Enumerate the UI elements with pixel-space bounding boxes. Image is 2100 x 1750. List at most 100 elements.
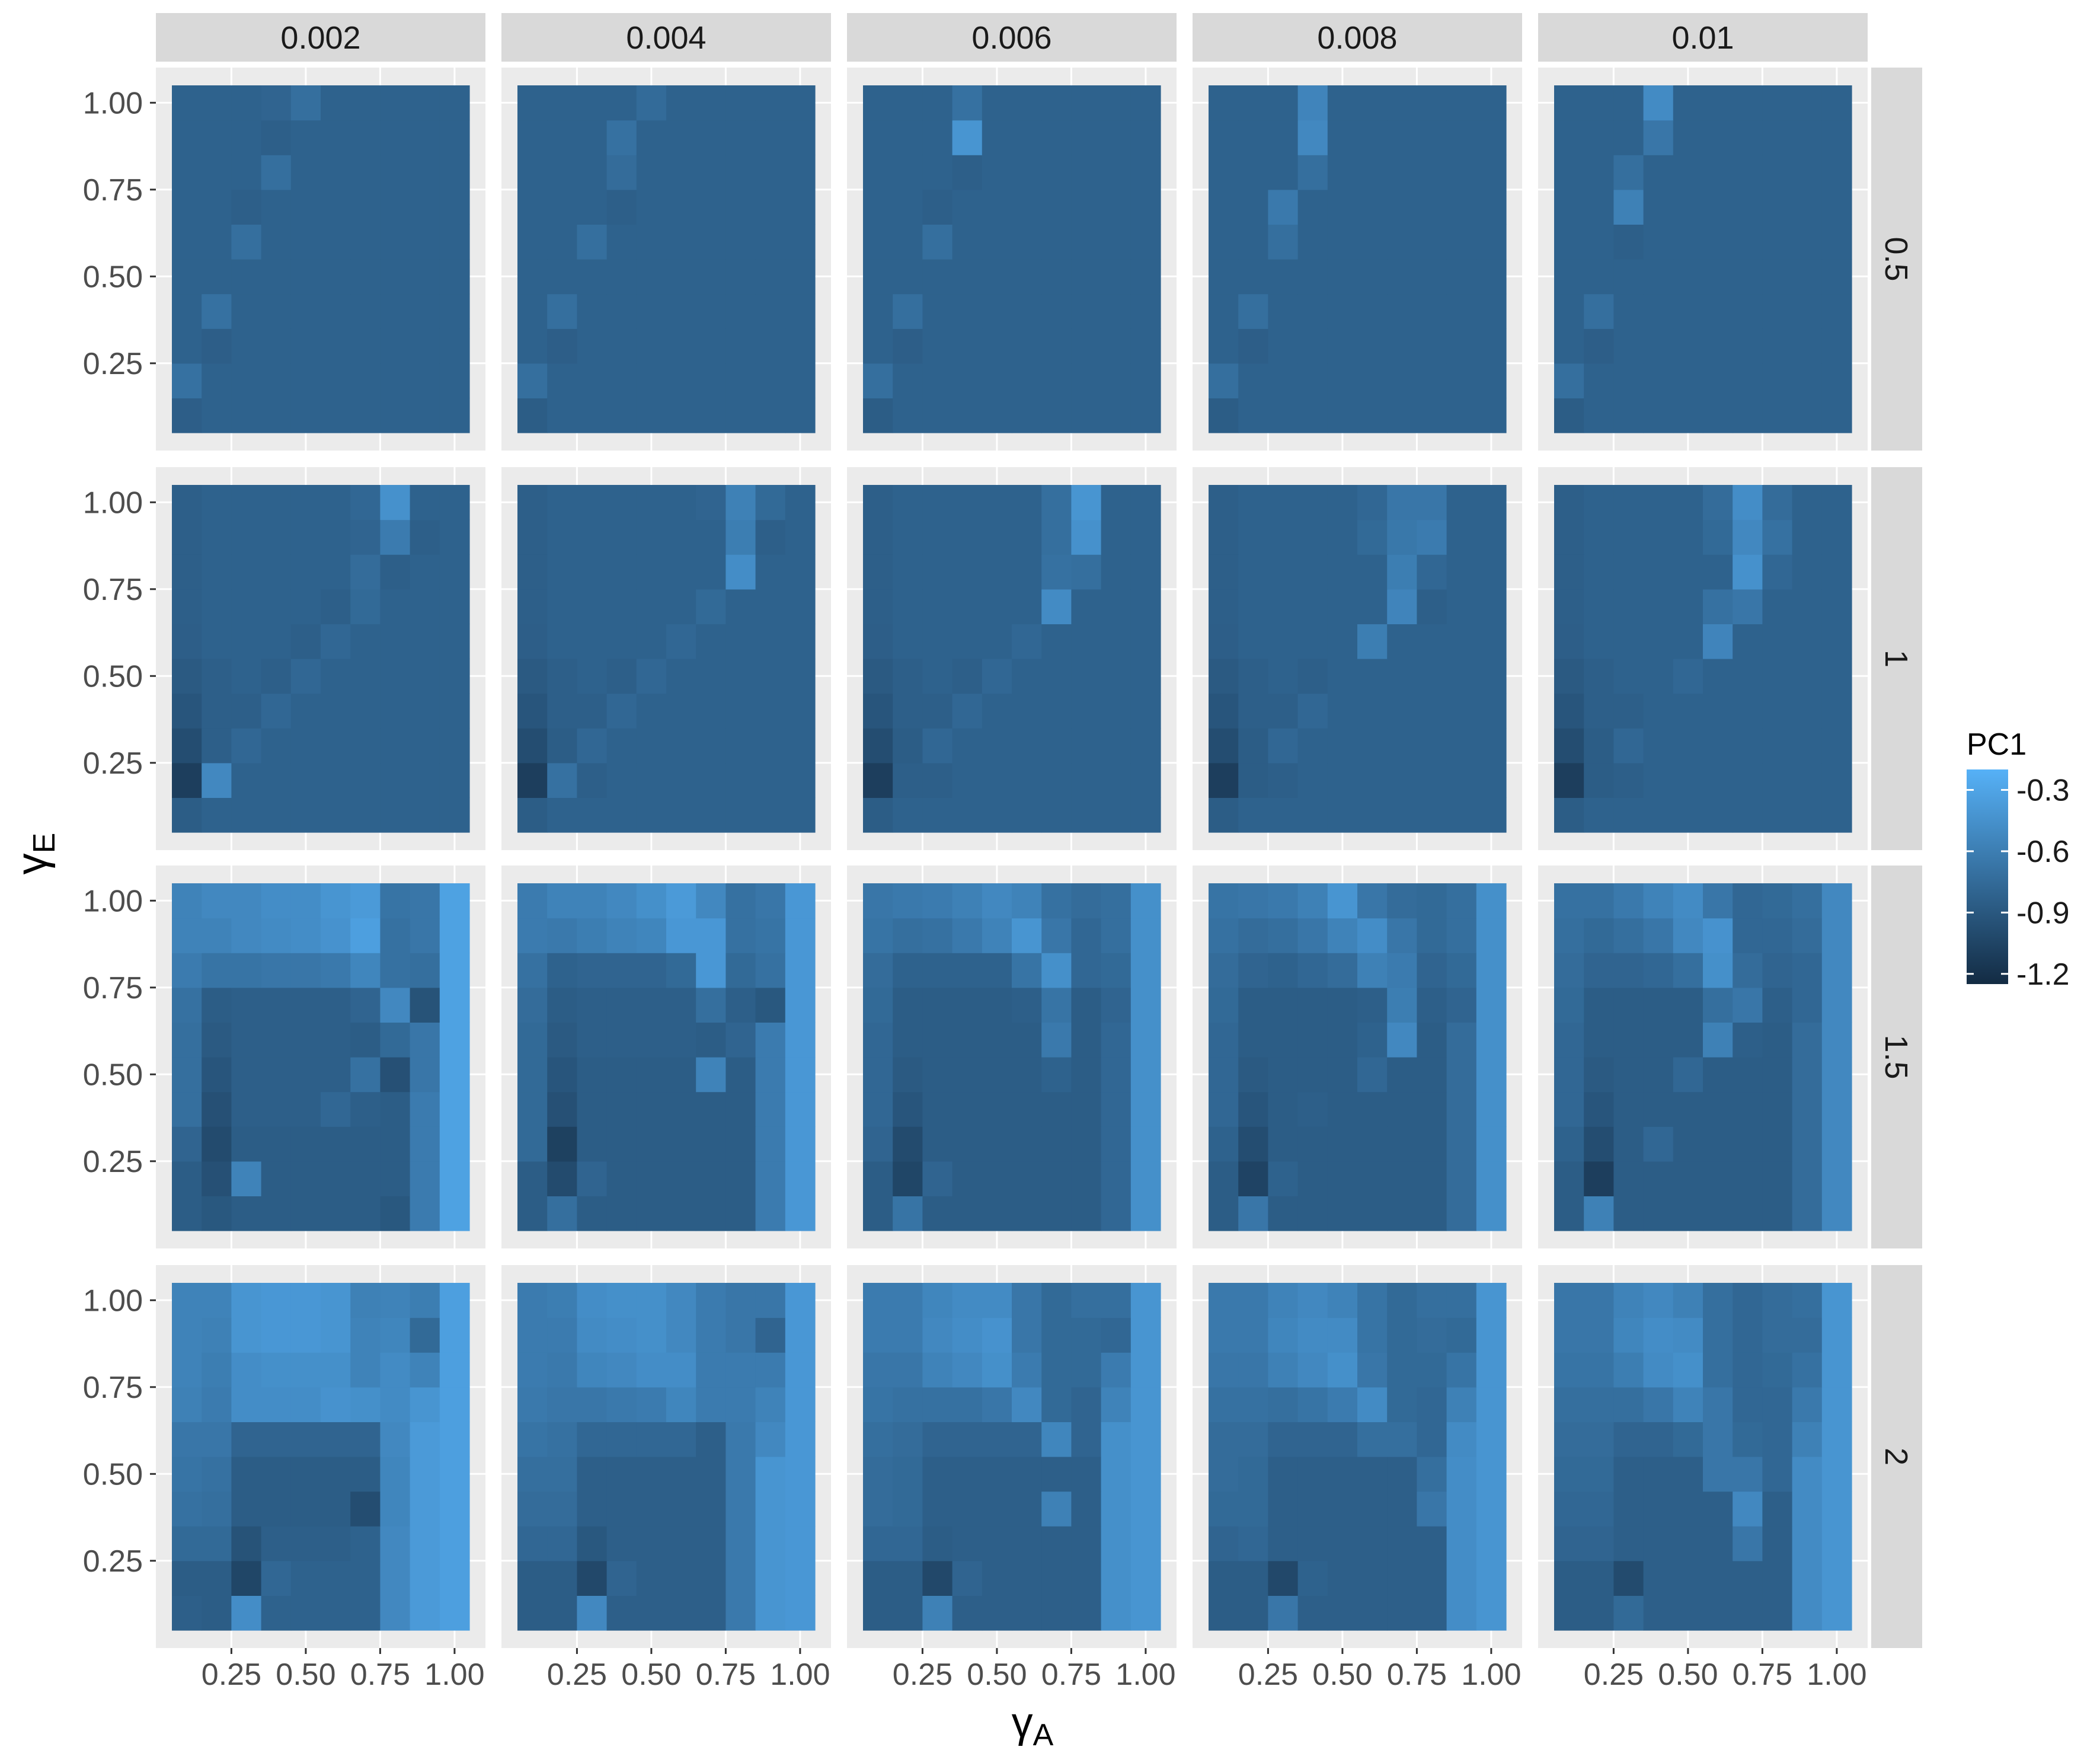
strip-label-top: 0.006 xyxy=(971,20,1051,56)
heatmap-tile xyxy=(1071,1126,1102,1162)
heatmap-tile xyxy=(290,589,321,624)
heatmap-tile xyxy=(350,485,381,520)
heatmap-tile xyxy=(1554,1387,1584,1422)
facet-strip-right-1.5: 1.5 xyxy=(1871,866,1922,1248)
heatmap-tile xyxy=(1130,1422,1161,1457)
heatmap-tile xyxy=(290,1022,321,1058)
heatmap-tile xyxy=(202,624,232,659)
heatmap-tile xyxy=(1673,189,1703,225)
heatmap-tile xyxy=(577,1091,608,1127)
heatmap-tile xyxy=(1643,797,1674,833)
heatmap-tile xyxy=(547,728,577,764)
heatmap-tile xyxy=(231,1560,262,1596)
heatmap-tile xyxy=(261,120,292,155)
heatmap-tile xyxy=(350,1091,381,1127)
heatmap-tile xyxy=(1417,1317,1447,1353)
heatmap-tile xyxy=(1446,189,1477,225)
heatmap-tile xyxy=(410,918,440,953)
heatmap-tile xyxy=(439,1091,470,1127)
panel-0.01-2 xyxy=(1538,1265,1868,1648)
heatmap-tile xyxy=(1584,659,1614,694)
heatmap-tile xyxy=(1446,554,1477,590)
heatmap-tile xyxy=(1476,1057,1507,1093)
heatmap-tile xyxy=(231,1526,262,1561)
heatmap-tile xyxy=(1238,1022,1268,1058)
heatmap-tile xyxy=(1268,224,1299,260)
heatmap-tile xyxy=(1792,1491,1823,1527)
heatmap-tile xyxy=(893,398,923,433)
heatmap-tile xyxy=(410,1595,440,1631)
heatmap-tile xyxy=(1101,85,1131,121)
heatmap-tile xyxy=(606,1022,637,1058)
heatmap-tile xyxy=(1821,155,1852,190)
axes: 0.250.500.751.000.250.500.751.000.250.50… xyxy=(83,86,1867,1692)
heatmap-tile xyxy=(982,918,1012,953)
heatmap-tile xyxy=(1041,589,1072,624)
heatmap-tile xyxy=(1446,519,1477,555)
heatmap-tile xyxy=(231,259,262,295)
heatmap-tile xyxy=(696,883,726,919)
heatmap-tile xyxy=(1673,519,1703,555)
heatmap-tile xyxy=(982,728,1012,764)
heatmap-tile xyxy=(321,624,351,659)
heatmap-tile xyxy=(1041,987,1072,1023)
panel-0.008-0.5 xyxy=(1193,68,1522,451)
heatmap-tile xyxy=(982,987,1012,1023)
heatmap-tile xyxy=(261,883,292,919)
heatmap-tile xyxy=(380,120,411,155)
heatmap-tile xyxy=(1268,1526,1299,1561)
heatmap-tile xyxy=(1041,1283,1072,1318)
heatmap-tile xyxy=(1238,293,1268,329)
heatmap-tile xyxy=(261,1022,292,1058)
heatmap-tile xyxy=(1357,1422,1388,1457)
heatmap-tile xyxy=(636,1595,667,1631)
heatmap-tile xyxy=(439,120,470,155)
heatmap-tile xyxy=(1041,797,1072,833)
heatmap-tile xyxy=(1792,728,1823,764)
heatmap-tile xyxy=(1357,1457,1388,1492)
heatmap-tile xyxy=(1268,624,1299,659)
heatmap-tile xyxy=(1673,1457,1703,1492)
heatmap-tile xyxy=(1554,659,1584,694)
heatmap-tile xyxy=(606,1457,637,1492)
heatmap-tile xyxy=(1130,1317,1161,1353)
heatmap-tile xyxy=(1673,293,1703,329)
heatmap-tile xyxy=(1327,589,1358,624)
heatmap-tile xyxy=(1071,918,1102,953)
heatmap-tile xyxy=(410,1491,440,1527)
heatmap-tile xyxy=(1673,693,1703,729)
heatmap-tile xyxy=(1673,554,1703,590)
heatmap-tile xyxy=(1041,1057,1072,1093)
heatmap-tile xyxy=(1476,1161,1507,1196)
heatmap-tile xyxy=(290,519,321,555)
heatmap-tile xyxy=(350,1022,381,1058)
heatmap-tile xyxy=(863,589,893,624)
heatmap-tile xyxy=(290,155,321,190)
heatmap-tile xyxy=(1476,624,1507,659)
heatmap-tile xyxy=(1792,155,1823,190)
heatmap-tile xyxy=(290,1422,321,1457)
heatmap-tile xyxy=(755,1057,786,1093)
heatmap-tile xyxy=(1012,1526,1042,1561)
heatmap-tile xyxy=(1584,1457,1614,1492)
heatmap-tile xyxy=(696,1022,726,1058)
heatmap-tile xyxy=(893,728,923,764)
heatmap-tile xyxy=(290,85,321,121)
heatmap-tile xyxy=(577,693,608,729)
heatmap-tile xyxy=(666,328,696,364)
heatmap-tile xyxy=(1130,1091,1161,1127)
heatmap-tile xyxy=(1703,762,1733,798)
heatmap-tile xyxy=(350,1560,381,1596)
heatmap-tile xyxy=(290,363,321,398)
heatmap-tile xyxy=(290,1560,321,1596)
x-tick-label: 0.75 xyxy=(1387,1658,1447,1692)
heatmap-tile xyxy=(666,293,696,329)
heatmap-tile xyxy=(577,1491,608,1527)
heatmap-tile xyxy=(1613,224,1644,260)
y-axis-title: γE xyxy=(8,833,62,875)
heatmap-tile xyxy=(1703,1283,1733,1318)
heatmap-tile xyxy=(1387,1560,1417,1596)
heatmap-tile xyxy=(1071,1352,1102,1388)
heatmap-tile xyxy=(290,797,321,833)
heatmap-tile xyxy=(1012,1595,1042,1631)
